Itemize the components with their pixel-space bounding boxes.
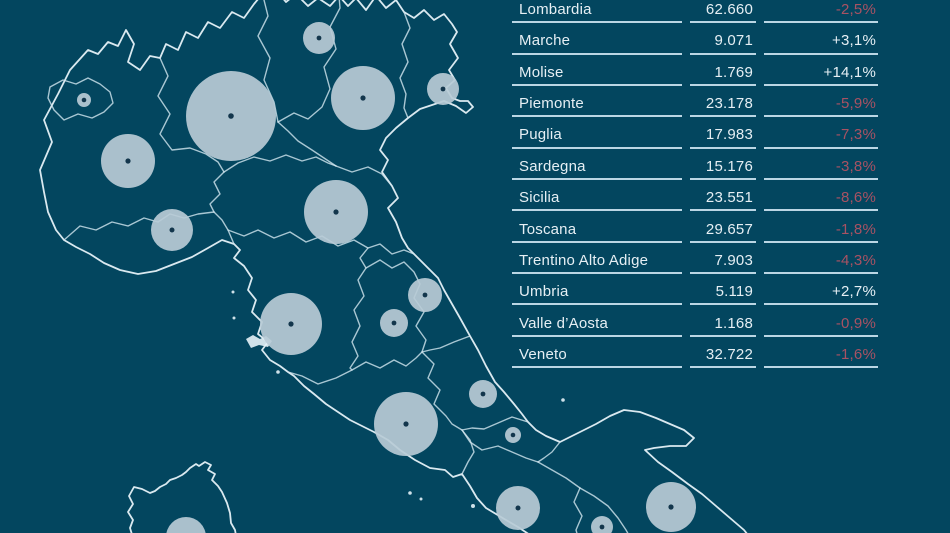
region-bubble-center-dot xyxy=(333,209,339,215)
region-change: -3,8% xyxy=(764,158,878,181)
region-change: -4,3% xyxy=(764,252,878,275)
bubble-abruzzo xyxy=(469,380,497,408)
region-change: -8,6% xyxy=(764,189,878,212)
region-change: +3,1% xyxy=(764,32,878,55)
region-name: Valle d’Aosta xyxy=(512,315,682,337)
bubble-sardegna xyxy=(166,517,206,533)
region-value: 23.551 xyxy=(690,189,756,212)
region-name: Trentino Alto Adige xyxy=(512,252,682,275)
region-bubble-center-dot xyxy=(440,86,446,92)
bubble-friuli xyxy=(427,73,459,105)
table-row: Lombardia 62.660 -2,5% xyxy=(512,0,878,24)
region-change: -1,6% xyxy=(764,346,878,369)
region-change: -0,9% xyxy=(764,315,878,337)
table-row: Marche 9.071 +3,1% xyxy=(512,23,878,55)
region-value: 1.769 xyxy=(690,64,756,87)
region-change: -7,3% xyxy=(764,126,878,149)
region-value: 29.657 xyxy=(690,221,756,243)
region-name: Veneto xyxy=(512,346,682,369)
table-row: Puglia 17.983 -7,3% xyxy=(512,117,878,149)
table-row: Toscana 29.657 -1,8% xyxy=(512,211,878,243)
region-value: 15.176 xyxy=(690,158,756,181)
valle-daosta-border xyxy=(47,77,114,121)
region-value: 7.903 xyxy=(690,252,756,275)
region-bubble-center-dot xyxy=(599,524,605,530)
region-bubble-center-dot xyxy=(125,158,131,164)
bubble-umbria xyxy=(380,309,408,337)
bubble-molise xyxy=(505,427,521,443)
region-value: 17.983 xyxy=(690,126,756,149)
region-bubble-center-dot xyxy=(228,113,234,119)
region-value: 23.178 xyxy=(690,95,756,118)
region-bubble-circle xyxy=(166,517,206,533)
bubble-puglia xyxy=(646,482,696,532)
region-bubble-center-dot xyxy=(480,391,486,397)
bubble-campania xyxy=(496,486,540,530)
region-bubbles xyxy=(77,22,696,533)
region-bubble-center-dot xyxy=(288,321,294,327)
region-bubble-circle xyxy=(591,516,613,533)
region-name: Marche xyxy=(512,32,682,55)
bubble-marche xyxy=(408,278,442,312)
table-row: Molise 1.769 +14,1% xyxy=(512,55,878,87)
region-name: Puglia xyxy=(512,126,682,149)
region-change: -2,5% xyxy=(764,1,878,24)
region-change: -5,9% xyxy=(764,95,878,118)
bubble-lombardia xyxy=(186,71,276,161)
region-value: 1.168 xyxy=(690,315,756,337)
region-bubble-center-dot xyxy=(403,421,409,427)
bubble-valle-daosta xyxy=(77,93,91,107)
region-value: 32.722 xyxy=(690,346,756,369)
table-row: Veneto 32.722 -1,6% xyxy=(512,337,878,369)
region-name: Sicilia xyxy=(512,189,682,212)
bubble-emilia-romagna xyxy=(304,180,368,244)
table-row: Umbria 5.119 +2,7% xyxy=(512,274,878,306)
bubble-basilicata xyxy=(591,516,613,533)
region-name: Sardegna xyxy=(512,158,682,181)
table-row: Valle d’Aosta 1.168 -0,9% xyxy=(512,305,878,337)
region-value: 62.660 xyxy=(690,1,756,24)
bubble-trentino xyxy=(303,22,335,54)
bubble-veneto xyxy=(331,66,395,130)
region-bubble-center-dot xyxy=(169,227,175,233)
italy-coastline xyxy=(39,0,748,533)
region-bubble-center-dot xyxy=(510,432,516,438)
region-bubble-center-dot xyxy=(360,95,366,101)
region-name: Molise xyxy=(512,64,682,87)
region-bubble-center-dot xyxy=(316,35,322,41)
region-name: Umbria xyxy=(512,283,682,306)
region-value: 9.071 xyxy=(690,32,756,55)
region-value: 5.119 xyxy=(690,283,756,306)
region-table: Lombardia 62.660 -2,5% Marche 9.071 +3,1% Moli… xyxy=(512,0,878,369)
region-change: -1,8% xyxy=(764,221,878,243)
region-name: Toscana xyxy=(512,221,682,243)
bubble-lazio xyxy=(374,392,438,456)
table-row: Trentino Alto Adige 7.903 -4,3% xyxy=(512,243,878,275)
table-row: Sicilia 23.551 -8,6% xyxy=(512,180,878,212)
region-bubble-center-dot xyxy=(668,504,674,510)
region-change: +2,7% xyxy=(764,283,878,306)
sardinia-outline xyxy=(127,461,237,533)
region-change: +14,1% xyxy=(764,64,878,87)
bubble-toscana xyxy=(260,293,322,355)
region-bubble-center-dot xyxy=(515,505,521,511)
region-bubble-center-dot xyxy=(81,97,87,103)
table-row: Sardegna 15.176 -3,8% xyxy=(512,149,878,181)
bubble-piemonte xyxy=(101,134,155,188)
bubble-liguria xyxy=(151,209,193,251)
table-row: Piemonte 23.178 -5,9% xyxy=(512,86,878,118)
region-bubble-center-dot xyxy=(391,320,397,326)
region-name: Piemonte xyxy=(512,95,682,118)
region-bubble-center-dot xyxy=(422,292,428,298)
region-name: Lombardia xyxy=(512,1,682,24)
